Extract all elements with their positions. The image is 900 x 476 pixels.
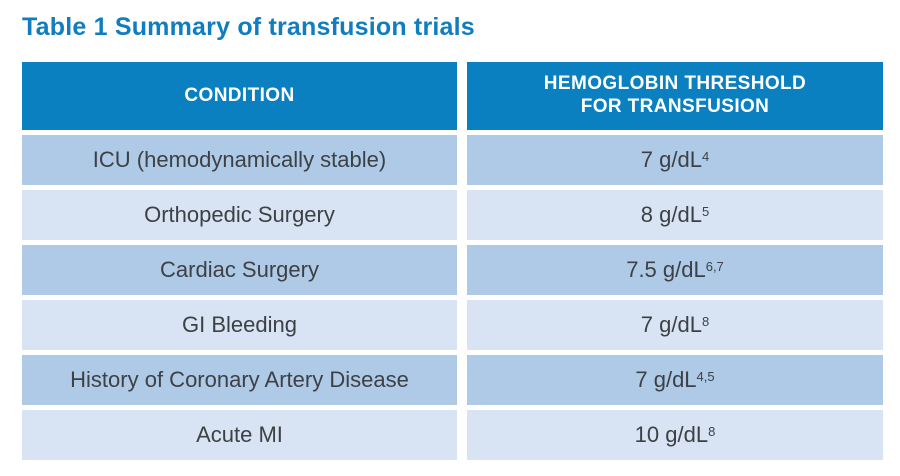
table-row-coronary-artery-disease: History of Coronary Artery Disease 7 g/d… bbox=[22, 355, 883, 405]
reference-superscript: 8 bbox=[708, 424, 716, 440]
reference-superscript: 4 bbox=[701, 149, 710, 165]
reference-superscript: 8 bbox=[701, 314, 710, 330]
threshold-cell: 7 g/dL4,5 bbox=[467, 355, 883, 405]
table-row-acute-mi: Acute MI 10 g/dL8 bbox=[22, 410, 883, 460]
condition-cell: GI Bleeding bbox=[22, 300, 457, 350]
threshold-cell: 8 g/dL5 bbox=[467, 190, 883, 240]
threshold-value: 7 g/dL4 bbox=[640, 147, 710, 172]
reference-superscript: 4,5 bbox=[696, 369, 715, 385]
threshold-cell: 7 g/dL4 bbox=[467, 135, 883, 185]
transfusion-trials-table: CONDITION HEMOGLOBIN THRESHOLD FOR TRANS… bbox=[22, 62, 883, 460]
reference-superscript: 6,7 bbox=[705, 259, 724, 275]
threshold-value: 7 g/dL4,5 bbox=[635, 367, 715, 392]
threshold-cell: 10 g/dL8 bbox=[467, 410, 883, 460]
threshold-value: 7.5 g/dL6,7 bbox=[626, 257, 724, 282]
table-row-icu: ICU (hemodynamically stable) 7 g/dL4 bbox=[22, 135, 883, 185]
threshold-header-line2: FOR TRANSFUSION bbox=[580, 96, 770, 117]
threshold-value: 8 g/dL5 bbox=[640, 202, 710, 227]
column-header-hemoglobin-threshold: HEMOGLOBIN THRESHOLD FOR TRANSFUSION bbox=[467, 62, 883, 130]
table-row-orthopedic-surgery: Orthopedic Surgery 8 g/dL5 bbox=[22, 190, 883, 240]
condition-cell: ICU (hemodynamically stable) bbox=[22, 135, 457, 185]
condition-cell: Orthopedic Surgery bbox=[22, 190, 457, 240]
threshold-cell: 7.5 g/dL6,7 bbox=[467, 245, 883, 295]
table-row-gi-bleeding: GI Bleeding 7 g/dL8 bbox=[22, 300, 883, 350]
threshold-value: 7 g/dL8 bbox=[640, 312, 710, 337]
column-header-threshold-text: HEMOGLOBIN THRESHOLD FOR TRANSFUSION bbox=[544, 73, 806, 119]
reference-superscript: 5 bbox=[701, 204, 710, 220]
condition-cell: Acute MI bbox=[22, 410, 457, 460]
threshold-header-line1: HEMOGLOBIN THRESHOLD bbox=[543, 73, 807, 95]
condition-cell: History of Coronary Artery Disease bbox=[22, 355, 457, 405]
table-header-row: CONDITION HEMOGLOBIN THRESHOLD FOR TRANS… bbox=[22, 62, 883, 130]
table-row-cardiac-surgery: Cardiac Surgery 7.5 g/dL6,7 bbox=[22, 245, 883, 295]
threshold-cell: 7 g/dL8 bbox=[467, 300, 883, 350]
threshold-value: 10 g/dL8 bbox=[634, 422, 716, 447]
column-header-condition: CONDITION bbox=[22, 62, 457, 130]
table-title: Table 1 Summary of transfusion trials bbox=[22, 13, 475, 41]
condition-cell: Cardiac Surgery bbox=[22, 245, 457, 295]
